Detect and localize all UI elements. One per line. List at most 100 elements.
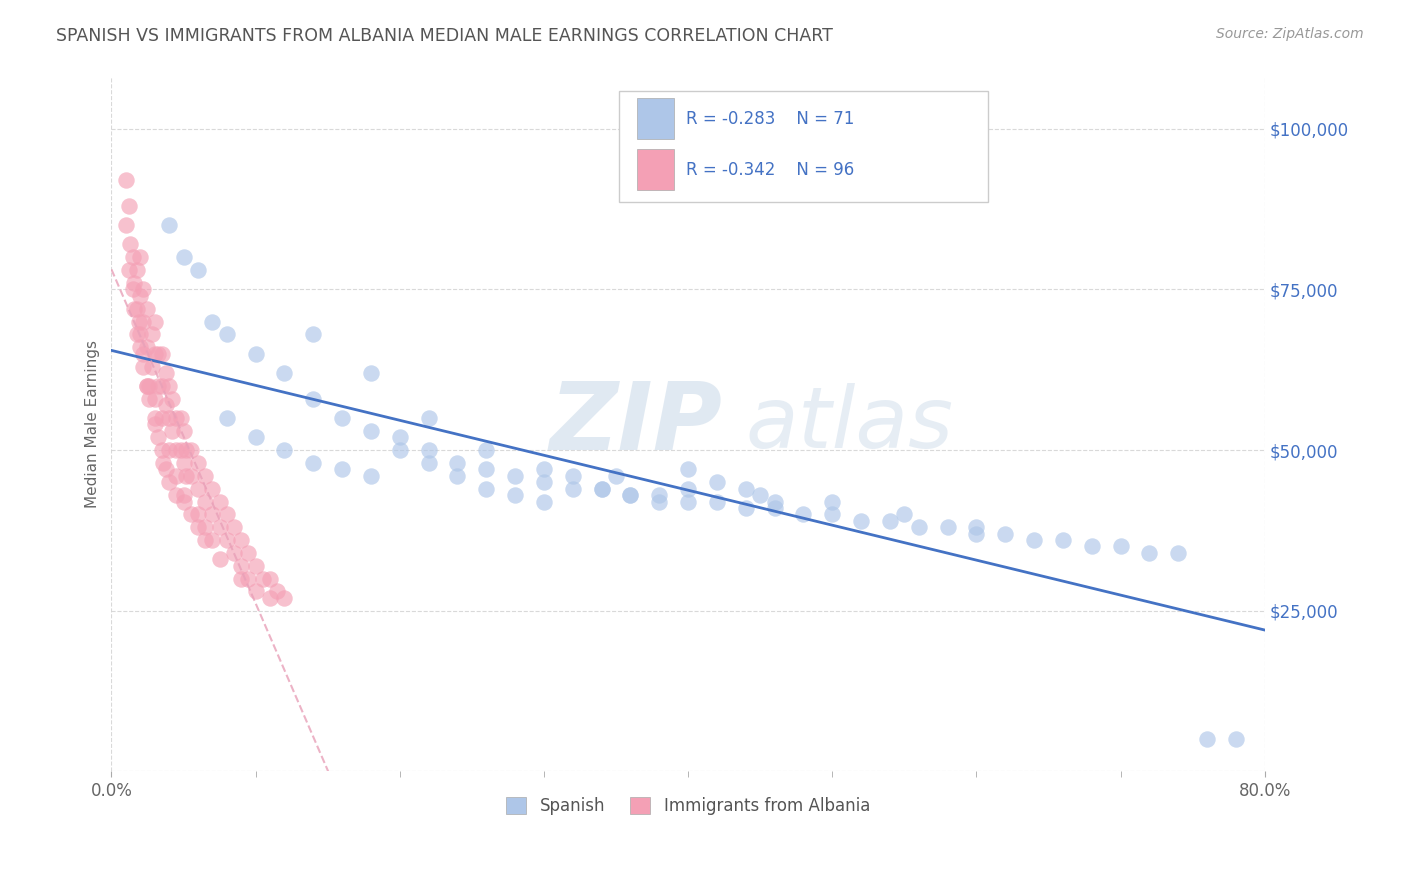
Point [273, 366, 295, 380]
Text: Source: ZipAtlas.com: Source: ZipAtlas.com [1216, 27, 1364, 41]
Point [749, 488, 772, 502]
Point [187, 456, 209, 470]
Point [245, 558, 267, 573]
Point [475, 462, 498, 476]
Point [143, 392, 166, 406]
Text: ZIP: ZIP [550, 378, 723, 470]
Point [152, 456, 174, 470]
Point [165, 411, 187, 425]
Point [1167, 546, 1189, 560]
Point [215, 533, 238, 547]
Point [173, 494, 195, 508]
Point [231, 558, 253, 573]
Point [146, 379, 169, 393]
Point [169, 443, 191, 458]
Point [122, 283, 145, 297]
Legend: Spanish, Immigrants from Albania: Spanish, Immigrants from Albania [506, 797, 870, 815]
Point [150, 443, 173, 458]
Point [141, 359, 163, 374]
Point [388, 430, 411, 444]
Point [132, 359, 155, 374]
Point [503, 468, 526, 483]
Point [215, 327, 238, 342]
Point [208, 520, 231, 534]
Point [127, 301, 149, 316]
Point [215, 411, 238, 425]
Point [165, 488, 187, 502]
Point [187, 263, 209, 277]
Point [143, 315, 166, 329]
Point [157, 411, 180, 425]
Point [157, 379, 180, 393]
Point [129, 340, 152, 354]
Point [129, 327, 152, 342]
Point [706, 494, 728, 508]
Point [821, 508, 844, 522]
Point [231, 533, 253, 547]
Point [446, 468, 468, 483]
Point [605, 468, 627, 483]
Point [173, 488, 195, 502]
Point [146, 347, 169, 361]
Point [1024, 533, 1046, 547]
Point [157, 475, 180, 490]
Text: atlas: atlas [745, 383, 953, 466]
Text: SPANISH VS IMMIGRANTS FROM ALBANIA MEDIAN MALE EARNINGS CORRELATION CHART: SPANISH VS IMMIGRANTS FROM ALBANIA MEDIA… [56, 27, 834, 45]
Point [879, 514, 901, 528]
Point [157, 218, 180, 232]
Point [475, 482, 498, 496]
Text: R = -0.342    N = 96: R = -0.342 N = 96 [686, 161, 853, 179]
Point [150, 347, 173, 361]
Point [169, 411, 191, 425]
Point [591, 482, 613, 496]
Point [676, 482, 699, 496]
Point [418, 411, 440, 425]
Point [173, 424, 195, 438]
Point [143, 411, 166, 425]
Point [259, 591, 281, 605]
Point [734, 482, 756, 496]
Point [215, 508, 238, 522]
Point [792, 508, 814, 522]
Point [821, 494, 844, 508]
Point [118, 199, 141, 213]
Point [160, 424, 183, 438]
Point [201, 533, 224, 547]
Point [201, 315, 224, 329]
Point [143, 417, 166, 432]
Point [141, 327, 163, 342]
Point [561, 468, 583, 483]
Point [120, 237, 142, 252]
Point [136, 379, 159, 393]
Point [273, 443, 295, 458]
Point [160, 392, 183, 406]
Point [907, 520, 929, 534]
Point [330, 462, 353, 476]
Point [122, 251, 145, 265]
FancyBboxPatch shape [619, 91, 988, 202]
Point [127, 327, 149, 342]
Y-axis label: Median Male Earnings: Median Male Earnings [86, 341, 100, 508]
Point [330, 411, 353, 425]
Point [966, 526, 988, 541]
Point [706, 475, 728, 490]
Point [994, 526, 1017, 541]
Point [966, 520, 988, 534]
Point [146, 430, 169, 444]
Point [201, 482, 224, 496]
Point [165, 468, 187, 483]
Point [114, 173, 136, 187]
Point [155, 462, 177, 476]
Point [1225, 732, 1247, 747]
Point [155, 366, 177, 380]
Point [360, 468, 382, 483]
Point [201, 508, 224, 522]
Point [418, 456, 440, 470]
Point [132, 315, 155, 329]
Point [533, 462, 555, 476]
Point [114, 218, 136, 232]
Point [180, 468, 202, 483]
Point [194, 533, 217, 547]
Point [302, 456, 325, 470]
Point [302, 392, 325, 406]
